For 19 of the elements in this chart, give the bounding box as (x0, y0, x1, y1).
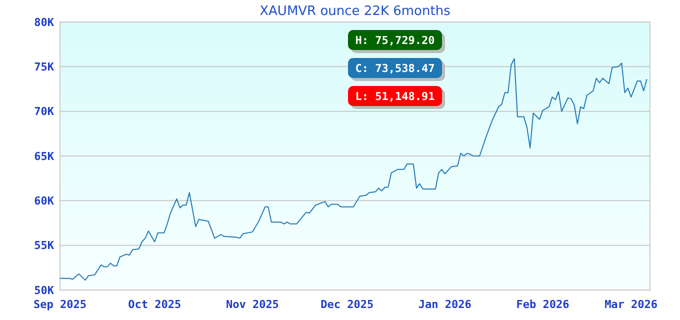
y-tick-label: 55K (34, 239, 54, 252)
x-tick-label: Dec 2025 (320, 298, 374, 311)
x-tick-label: Mar 2026 (604, 298, 658, 311)
y-tick-label: 75K (34, 60, 54, 74)
x-tick-label: Sep 2025 (34, 298, 86, 311)
x-tick-label: Nov 2025 (226, 298, 279, 311)
x-tick-label: Oct 2025 (128, 298, 182, 311)
y-tick-label: 60K (34, 194, 54, 208)
y-tick-label: 80K (34, 16, 54, 29)
line-series (60, 58, 648, 281)
annotation: L: 51,148.91 (355, 90, 436, 103)
annotation: C: 73,538.47 (355, 62, 435, 75)
annotation: H: 75,729.20 (355, 34, 435, 47)
y-tick-label: 65K (34, 150, 54, 163)
y-tick-label: 70K (34, 105, 54, 118)
x-tick-label: Feb 2026 (516, 298, 570, 311)
x-tick-label: Jan 2026 (418, 298, 472, 311)
chart-title: XAUMVR ounce 22K 6months (260, 4, 451, 19)
y-tick-label: 50K (34, 284, 54, 297)
